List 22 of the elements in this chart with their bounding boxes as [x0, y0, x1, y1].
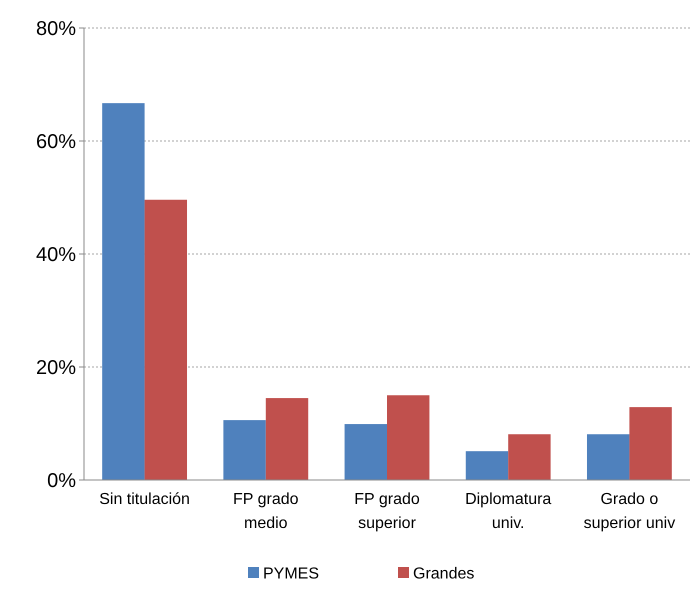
- x-tick-label: Diplomatura univ.: [465, 491, 552, 532]
- x-tick-label: FP grado superior: [354, 491, 420, 532]
- bar: [466, 451, 508, 480]
- x-tick-label: Sin titulación: [99, 491, 190, 508]
- bar: [508, 434, 551, 480]
- y-tick-label: 80%: [36, 18, 76, 40]
- legend-label: PYMES: [263, 566, 320, 583]
- x-tick-label: FP grado medio: [233, 491, 299, 532]
- bar: [629, 407, 672, 480]
- legend-label: Grandes: [413, 566, 474, 583]
- bar: [387, 395, 430, 480]
- bar: [344, 424, 387, 480]
- bar: [223, 420, 266, 480]
- bar: [266, 398, 308, 480]
- y-tick-label: 20%: [36, 357, 76, 379]
- x-tick-label: Grado o superior univ: [584, 491, 676, 532]
- bar: [144, 200, 188, 480]
- bar: [586, 434, 630, 480]
- bar: [102, 103, 145, 480]
- y-tick-label: 40%: [36, 244, 76, 266]
- y-tick-label: 0%: [47, 470, 76, 492]
- y-tick-label: 60%: [36, 131, 76, 153]
